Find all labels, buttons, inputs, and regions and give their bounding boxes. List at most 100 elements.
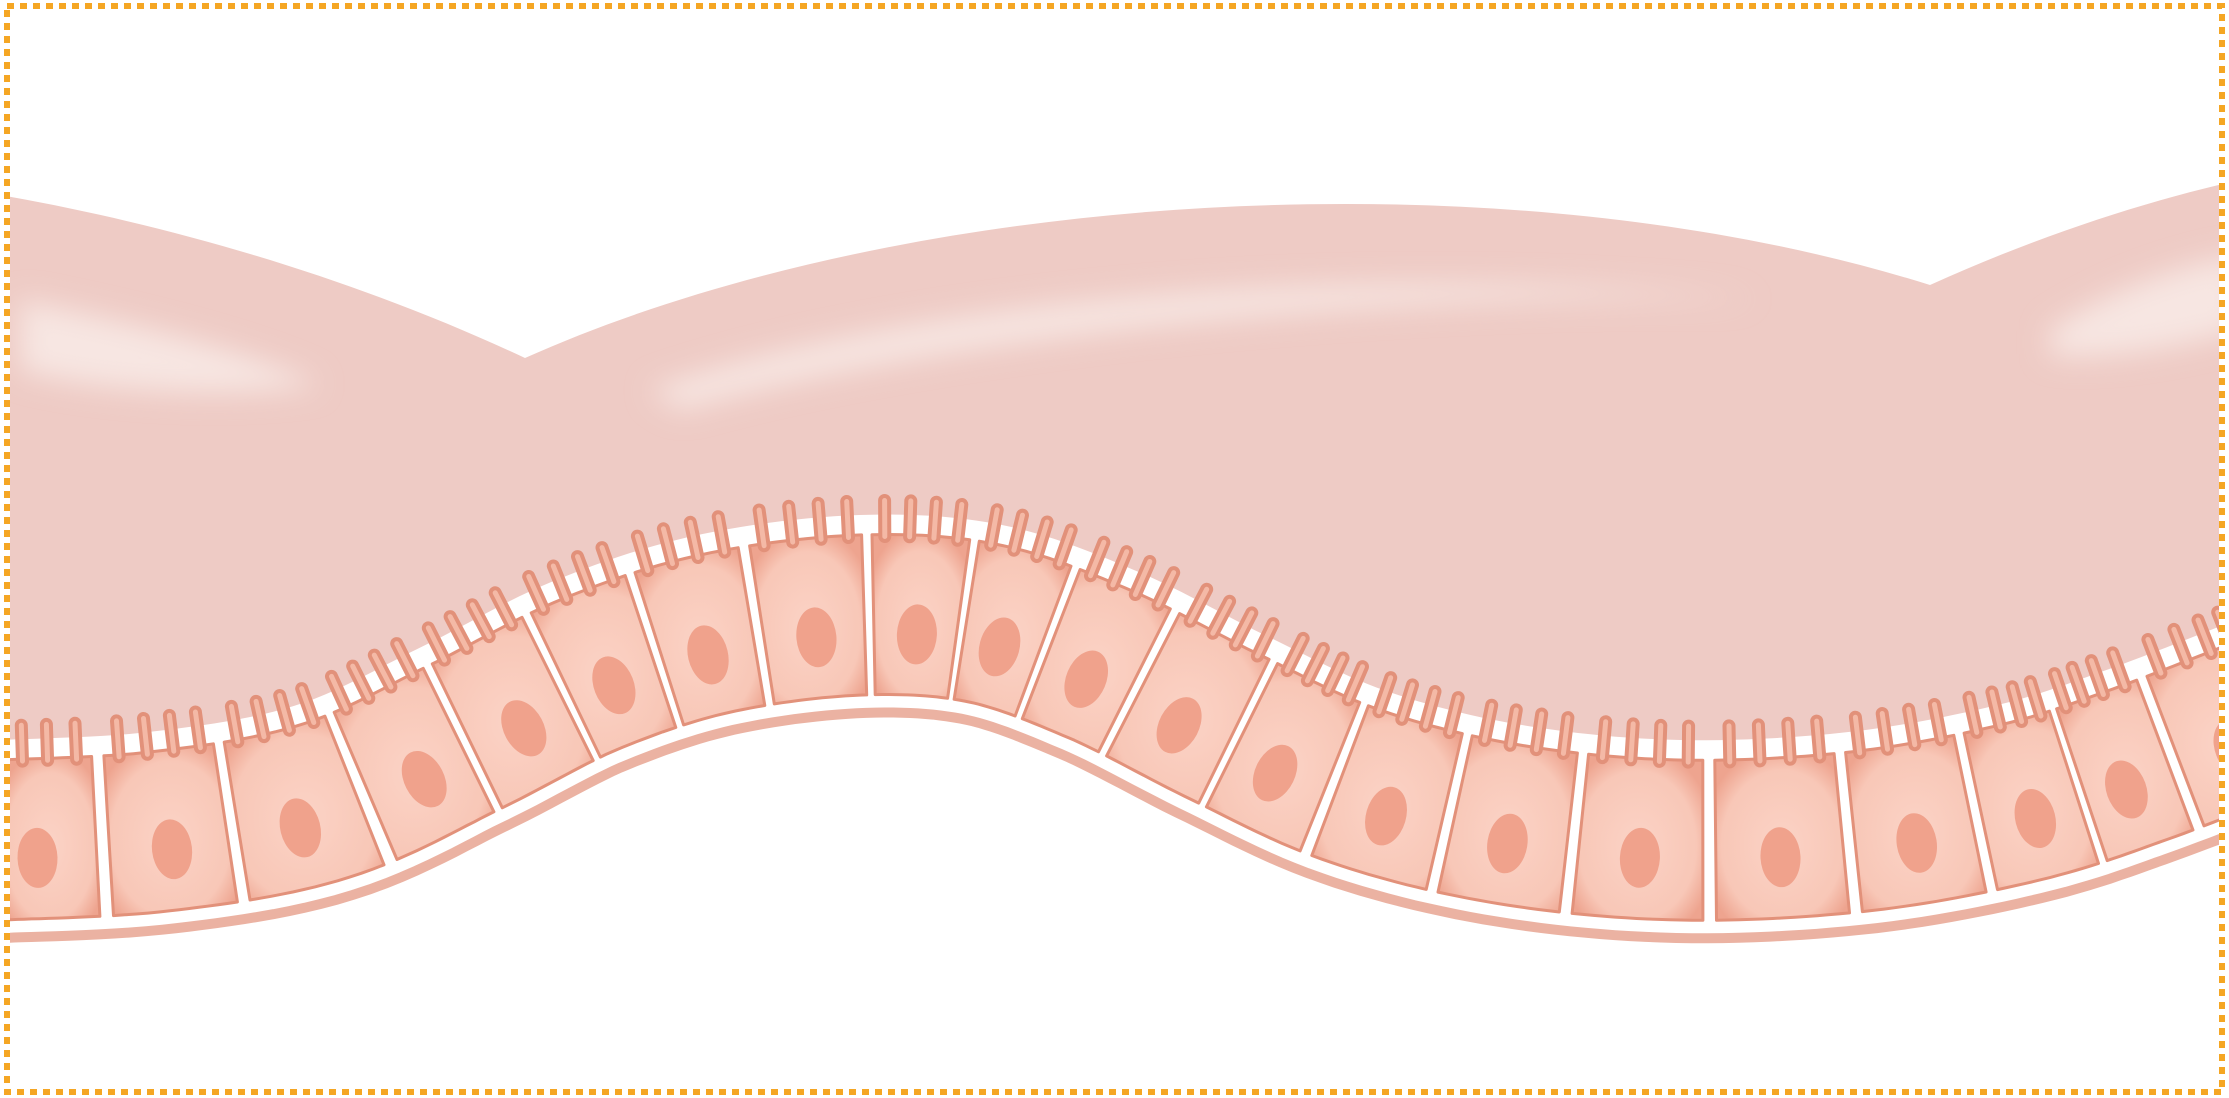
mucus-highlight — [20, 300, 320, 393]
cell-nucleus — [1156, 697, 1202, 754]
microvillus-core — [1656, 722, 1664, 764]
epithelial-cell — [102, 705, 239, 918]
microvillus-core — [228, 703, 241, 745]
microvillus-core — [1560, 715, 1571, 756]
microvillus — [2, 726, 4, 762]
cell-nucleus — [151, 819, 193, 880]
cell-nucleus — [896, 604, 937, 665]
microvillus-core — [955, 502, 965, 543]
cell-nucleus — [1365, 786, 1407, 846]
microvillus-core — [1088, 539, 1107, 579]
microvillus-core — [1187, 586, 1210, 624]
microvillus-core — [844, 499, 851, 540]
cell-nucleus — [796, 607, 837, 668]
microvillus-core — [1726, 723, 1733, 765]
microvillus-core — [1034, 519, 1050, 559]
microvillus-core — [350, 663, 372, 701]
epithelial-cell — [1713, 714, 1851, 922]
epithelial-cell — [325, 637, 496, 861]
mucus-highlights — [20, 259, 2219, 410]
cell-nucleus — [2105, 760, 2148, 819]
microvillus-core — [1376, 675, 1394, 715]
microvillus-core — [2088, 658, 2106, 697]
figure-frame — [4, 3, 2225, 1095]
epithelial-cell — [952, 503, 1078, 718]
microvillus-core — [756, 507, 767, 549]
microvillus-core — [988, 507, 1000, 548]
microvillus-core — [1785, 720, 1793, 762]
microvillus-core — [1210, 598, 1233, 636]
cell-nucleus — [1252, 744, 1298, 802]
microvillus-core — [277, 693, 292, 733]
epithelial-cell — [748, 495, 869, 706]
cell-nucleus — [1487, 813, 1528, 874]
microvillus-core — [425, 625, 447, 663]
microvillus-core — [1155, 570, 1177, 608]
epithelial-cell — [222, 682, 386, 902]
microvillus-core — [660, 526, 675, 567]
microvillus-core — [2110, 650, 2128, 690]
microvillus-core — [1879, 711, 1890, 752]
cell-nucleus — [592, 656, 636, 715]
cell-nucleus — [687, 625, 729, 685]
microvillus-core — [469, 602, 492, 640]
microvillus-core — [1110, 549, 1130, 588]
epithelial-cell — [1962, 675, 2100, 892]
microvillus-core — [931, 499, 939, 541]
microvillus-core — [253, 698, 267, 740]
microvillus-core — [43, 721, 51, 763]
microvillus-core — [1325, 655, 1346, 693]
microvillus-core — [1599, 719, 1609, 761]
epithelial-cell — [2048, 646, 2195, 863]
microvillus-core — [394, 641, 416, 679]
epithelial-cell — [870, 494, 972, 700]
mucus-highlight — [650, 284, 1760, 410]
microvillus-core — [1814, 718, 1823, 760]
microvillus-core — [299, 686, 317, 725]
microvillus-core — [1284, 635, 1306, 674]
mucus-highlight — [2050, 259, 2219, 357]
microvillus-core — [1966, 694, 1980, 735]
epithelial-cell — [1020, 535, 1181, 754]
cell-nucleus — [1619, 827, 1660, 888]
epithelial-cell — [2141, 605, 2219, 828]
cell-nucleus — [401, 750, 447, 808]
epithelial-cell — [421, 586, 595, 810]
microvillus-core — [1482, 702, 1495, 743]
epithelial-cell — [1570, 715, 1705, 922]
cell-nucleus — [2014, 789, 2057, 848]
microvillus-core — [1056, 527, 1074, 567]
cell-nucleus — [1064, 650, 1109, 708]
microvillus-core — [371, 652, 394, 690]
microvillus-core — [1232, 610, 1255, 648]
microvillus-core — [1132, 559, 1153, 597]
microvillus-core — [141, 716, 150, 757]
epithelial-cell-row — [2, 494, 2219, 922]
microvillus-core — [72, 720, 80, 762]
microvillus-core — [599, 545, 617, 585]
microvillus-core — [2171, 626, 2190, 666]
microvillus-core — [2052, 671, 2069, 711]
microvillus-core — [815, 500, 824, 542]
epithelial-cell — [1204, 631, 1369, 853]
epithelial-cell — [522, 541, 678, 759]
microvillus-core — [329, 673, 349, 712]
microvillus-core — [2069, 664, 2087, 704]
microvillus-core — [1852, 714, 1863, 756]
microvillus-core — [192, 709, 203, 751]
microvillus-core — [2, 726, 4, 762]
cell-nucleus — [501, 700, 547, 757]
microvillus-core — [907, 498, 914, 540]
microvillus-core — [786, 503, 796, 545]
microvillus-core — [1399, 682, 1415, 722]
epithelial-cell — [1105, 582, 1280, 805]
microvillus-core — [1422, 689, 1438, 729]
microvillus-core — [1447, 695, 1461, 736]
microvillus-core — [1533, 711, 1545, 753]
cell-nucleus — [279, 798, 322, 858]
microvillus-core — [575, 554, 593, 593]
microvillus-core — [18, 722, 25, 764]
microvillus-core — [1931, 702, 1944, 743]
